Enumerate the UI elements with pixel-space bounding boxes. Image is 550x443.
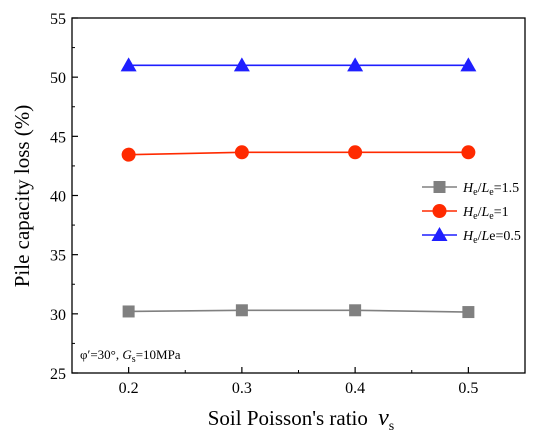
y-tick-label: 50 [50, 70, 66, 87]
y-tick-label: 25 [50, 366, 66, 383]
data-point-triangle [233, 57, 250, 72]
series-line [128, 309, 469, 313]
annotation-g: G [122, 347, 132, 362]
legend: He/Le=1.5 He/Le=1 He/Le=0.5 [422, 181, 521, 246]
x-tick-label: 0.2 [119, 380, 139, 397]
data-point-square [235, 304, 248, 317]
data-point-square [349, 304, 362, 317]
x-axis-title-subscript: s [389, 419, 394, 434]
annotation-rest: =10MPa [136, 347, 181, 362]
data-point-circle [121, 147, 136, 162]
series-line [128, 151, 469, 156]
legend-label: He/Le=1.5 [462, 181, 519, 198]
x-tick-label: 0.3 [232, 380, 252, 397]
x-axis-title: Soil Poisson's ratio νs [208, 405, 395, 434]
data-point-triangle [120, 57, 137, 72]
y-tick-label: 55 [50, 11, 66, 28]
annotation-phi: φ′=30°, [80, 347, 122, 362]
series-group [120, 57, 477, 319]
data-point-circle [461, 145, 476, 160]
data-point-square [462, 306, 475, 319]
x-axis-title-text: Soil Poisson's ratio [208, 406, 368, 430]
x-tick-label: 0.5 [458, 380, 478, 397]
y-tick-label: 40 [50, 189, 66, 206]
legend-label: He/Le=1 [462, 205, 509, 222]
x-tick-label: 0.4 [345, 380, 365, 397]
y-tick-label: 35 [50, 248, 66, 265]
data-point-circle [234, 145, 249, 160]
legend-label: He/Le=0.5 [462, 229, 521, 246]
y-tick-label: 45 [50, 129, 66, 146]
data-point-triangle [460, 57, 477, 72]
plot-frame [71, 17, 526, 374]
annotation-g-sub: s [132, 354, 136, 365]
data-point-triangle [347, 57, 364, 72]
x-axis-title-symbol: ν [378, 405, 389, 431]
parameter-annotation: φ′=30°, Gs=10MPa [80, 347, 181, 365]
y-tick-label: 30 [50, 307, 66, 324]
y-axis-title: Pile capacity loss (%) [10, 105, 34, 288]
data-point-circle [348, 145, 363, 160]
data-point-square [433, 181, 446, 193]
data-point-triangle [431, 227, 448, 241]
data-point-square [122, 305, 135, 318]
data-point-circle [432, 204, 447, 218]
axis-ticks: 25 30 35 40 45 50 55 0.2 0.3 0.4 0.5 [50, 11, 526, 397]
